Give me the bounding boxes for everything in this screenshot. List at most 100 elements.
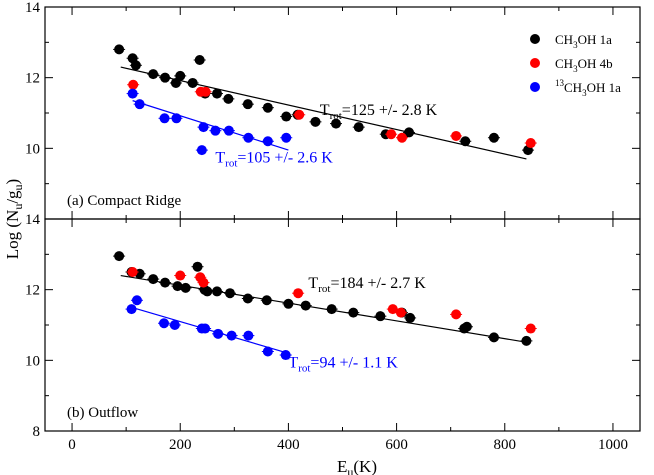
data-point-series-0 <box>488 132 499 143</box>
data-point-series-0 <box>194 55 205 65</box>
fit-line-series-2 <box>131 306 289 354</box>
data-point-series-0 <box>160 72 171 83</box>
data-point-series-2 <box>262 136 273 147</box>
data-point-series-2 <box>200 323 211 334</box>
data-point-series-2 <box>198 122 209 133</box>
data-point-series-1 <box>451 130 462 141</box>
x-tick-label: 1000 <box>598 437 628 453</box>
y-tick-label: 8 <box>33 424 41 440</box>
data-point-series-0 <box>283 298 294 309</box>
data-point-series-1 <box>128 79 139 90</box>
data-point-series-0 <box>192 261 203 272</box>
data-point-series-0 <box>223 93 234 104</box>
y-tick-label: 12 <box>25 283 40 299</box>
x-tick-label: 800 <box>494 437 517 453</box>
data-point-series-2 <box>210 125 221 136</box>
data-point-series-0 <box>114 251 125 262</box>
data-point-series-0 <box>202 286 213 297</box>
data-point-series-0 <box>187 77 198 88</box>
data-point-series-0 <box>114 44 125 55</box>
data-point-series-2 <box>243 330 254 341</box>
data-point-series-0 <box>262 102 273 113</box>
data-point-series-0 <box>212 286 223 297</box>
data-point-series-0 <box>160 277 171 288</box>
data-point-series-1 <box>451 309 462 320</box>
data-point-series-1 <box>175 270 186 281</box>
data-point-series-2 <box>243 132 254 143</box>
y-tick-label: 14 <box>25 0 41 16</box>
data-point-series-1 <box>294 109 305 120</box>
data-point-series-0 <box>353 122 364 133</box>
data-point-series-1 <box>198 277 209 288</box>
data-point-series-0 <box>148 274 159 285</box>
data-point-series-2 <box>280 350 291 361</box>
data-point-series-1 <box>395 307 406 318</box>
data-point-series-1 <box>127 267 138 277</box>
trot-annotation: Trot=94 +/- 1.1 K <box>288 354 398 374</box>
data-point-series-2 <box>159 113 170 124</box>
data-point-series-2 <box>134 99 145 110</box>
legend-entry: 13CH3OH 1a <box>555 78 621 98</box>
data-point-series-1 <box>387 304 398 315</box>
x-axis-title: Eu(K) <box>337 457 377 475</box>
data-point-series-2 <box>226 330 237 341</box>
trot-annotation: Trot=105 +/- 2.6 K <box>215 149 333 169</box>
data-point-series-2 <box>131 295 142 306</box>
data-point-series-0 <box>521 335 532 346</box>
panel-outflow: 8 10 12 14 0 200 400 600 800 1000 Trot=184 +/- 2.7… <box>25 212 641 453</box>
data-point-series-0 <box>261 295 272 306</box>
data-point-series-2 <box>171 113 182 124</box>
data-point-series-0 <box>172 281 183 292</box>
data-point-series-1 <box>293 288 304 299</box>
x-tick-label: 600 <box>385 437 408 453</box>
data-point-series-0 <box>212 88 223 99</box>
data-point-series-2 <box>126 304 137 315</box>
x-tick-label: 400 <box>277 437 300 453</box>
data-point-series-0 <box>460 136 471 147</box>
data-point-series-0 <box>180 282 191 293</box>
x-tick-label: 0 <box>68 437 76 453</box>
data-point-series-0 <box>310 116 321 127</box>
y-axis-title: Log (Nu/gu) <box>3 179 25 259</box>
data-point-series-2 <box>262 346 273 357</box>
plot-frame <box>44 218 641 432</box>
data-point-series-0 <box>242 293 253 304</box>
data-point-series-0 <box>281 111 292 122</box>
x-tick-label: 200 <box>169 437 192 453</box>
data-point-series-0 <box>348 307 359 318</box>
data-point-series-1 <box>386 129 397 140</box>
data-point-series-1 <box>525 323 536 334</box>
data-point-series-0 <box>461 321 472 332</box>
data-point-series-0 <box>331 118 342 129</box>
data-point-series-2 <box>213 328 224 339</box>
data-point-series-0 <box>300 300 311 311</box>
legend-marker <box>530 82 540 92</box>
trot-annotation: Trot=184 +/- 2.7 K <box>308 275 426 295</box>
data-point-series-1 <box>525 138 536 149</box>
data-point-series-0 <box>404 127 415 138</box>
data-point-series-1 <box>200 86 211 97</box>
data-point-series-0 <box>175 70 186 81</box>
y-tick-label: 14 <box>25 212 41 228</box>
legend-entry: CH3OH 4b <box>555 56 613 74</box>
data-point-series-0 <box>405 312 416 323</box>
data-point-series-2 <box>223 125 234 136</box>
legend-entry: CH3OH 1a <box>555 32 612 50</box>
data-point-series-0 <box>130 60 141 71</box>
legend-marker <box>530 34 540 44</box>
data-point-series-2 <box>281 132 292 143</box>
trot-annotation: Trot=125 +/- 2.8 K <box>320 102 438 122</box>
data-point-series-2 <box>196 145 207 156</box>
data-point-series-0 <box>148 69 159 80</box>
data-point-series-2 <box>159 318 169 329</box>
y-tick-label: 12 <box>25 71 40 87</box>
panel-label: (a) Compact Ridge <box>67 193 181 209</box>
panel-compact-ridge: 10 12 14 Trot=125 +/- 2.8 K Trot=105 +/- 2.6… <box>25 0 641 220</box>
legend-marker <box>530 58 540 68</box>
panel-label: (b) Outflow <box>67 405 138 421</box>
data-point-series-2 <box>127 88 138 99</box>
legend: CH3OH 1a CH3OH 4b 13CH3OH 1a <box>530 32 621 98</box>
data-point-series-0 <box>488 332 499 343</box>
data-point-series-1 <box>397 132 407 143</box>
